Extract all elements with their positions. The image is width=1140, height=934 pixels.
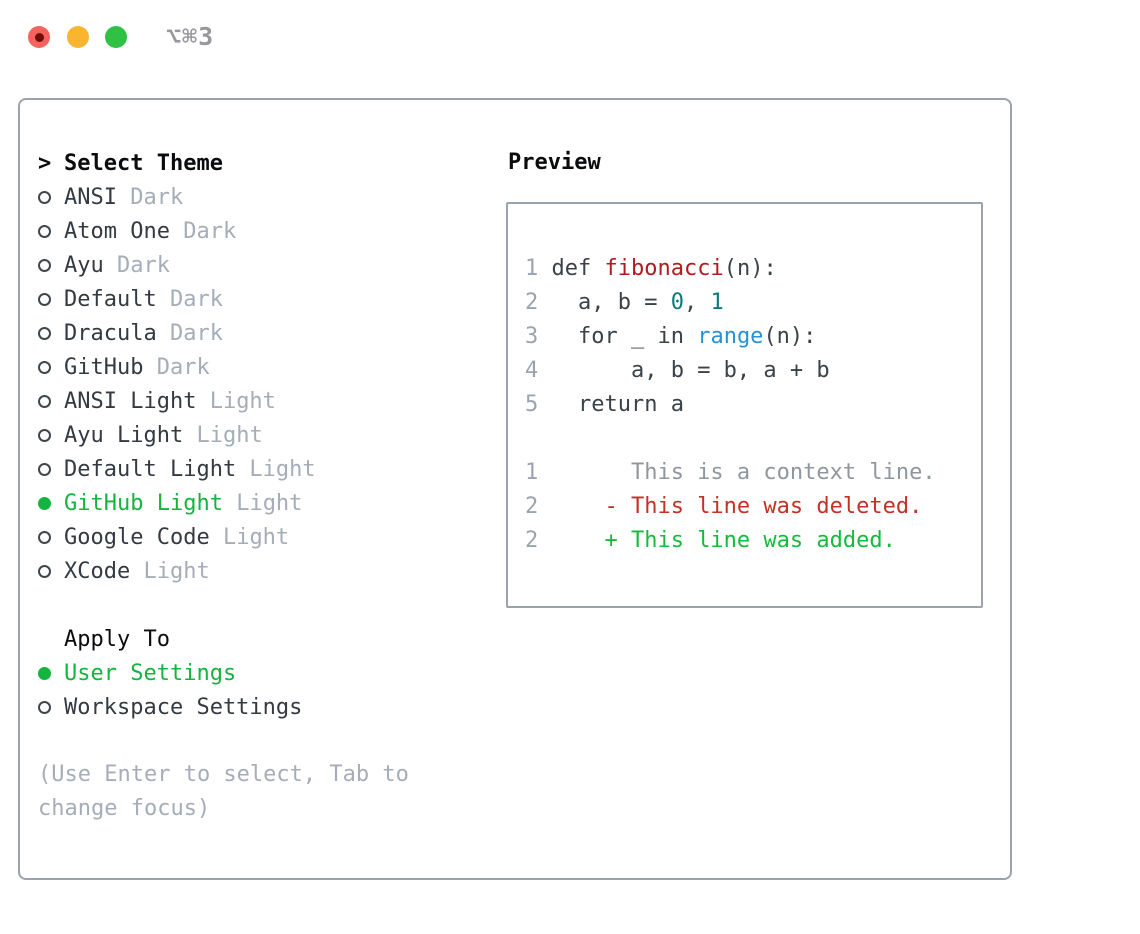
theme-name: ANSI	[64, 184, 117, 210]
radio-unselected-icon	[38, 462, 51, 476]
radio-unselected-icon	[38, 530, 51, 544]
apply-option-user-settings[interactable]: User Settings	[38, 656, 409, 690]
radio-selected-icon	[38, 496, 51, 510]
preview-column: Preview 1 def fibonacci(n): 2 a, b = 0, 1…	[498, 146, 983, 608]
theme-name: Atom One	[64, 218, 170, 244]
radio-unselected-icon	[38, 326, 51, 340]
theme-option-atom-one-dark[interactable]: Atom One Dark	[38, 214, 409, 248]
theme-option-default-dark[interactable]: Default Dark	[38, 282, 409, 316]
preview-box: 1 def fibonacci(n): 2 a, b = 0, 1 3 for _ …	[506, 202, 983, 608]
theme-name: ANSI Light	[64, 388, 197, 414]
apply-option-label: Workspace Settings	[64, 694, 303, 720]
titlebar: ⌥⌘3	[0, 0, 1140, 74]
theme-name: Ayu	[64, 252, 104, 278]
preview-line: 1 This is a context line.	[525, 460, 936, 485]
maximize-button[interactable]	[105, 26, 127, 48]
radio-unselected-icon	[38, 428, 51, 442]
theme-variant: Dark	[143, 354, 210, 380]
theme-option-xcode-light[interactable]: XCode Light	[38, 554, 409, 588]
spacer	[38, 724, 409, 758]
apply-list: User Settings Workspace Settings	[38, 656, 409, 724]
select-theme-title: Select Theme	[64, 150, 223, 176]
theme-name: Dracula	[64, 320, 157, 346]
theme-variant: Light	[209, 524, 290, 550]
theme-variant: Light	[196, 388, 276, 414]
radio-unselected-icon	[38, 190, 51, 204]
theme-variant: Dark	[169, 218, 237, 244]
theme-column: > Select Theme ANSI Dark Atom One Dark Ayu…	[38, 146, 409, 826]
preview-line: 4 a, b = b, a + b	[525, 358, 830, 383]
theme-name: Default Light	[64, 456, 237, 482]
theme-option-default-light-light[interactable]: Default Light Light	[38, 452, 409, 486]
theme-variant: Light	[183, 422, 263, 448]
theme-name: XCode	[64, 558, 131, 584]
theme-variant: Light	[130, 558, 210, 584]
theme-name: Ayu Light	[64, 422, 184, 448]
theme-variant: Light	[236, 456, 316, 482]
theme-variant: Light	[222, 490, 303, 516]
preview-title: Preview	[508, 150, 601, 175]
theme-option-google-code-light[interactable]: Google Code Light	[38, 520, 409, 554]
preview-line: 1 def fibonacci(n):	[525, 256, 777, 281]
keyboard-hint: (Use Enter to select, Tab to change focus…	[38, 758, 409, 826]
apply-to-header: Apply To	[38, 622, 409, 656]
minimize-button[interactable]	[67, 26, 89, 48]
theme-option-ayu-dark[interactable]: Ayu Dark	[38, 248, 409, 282]
radio-unselected-icon	[38, 394, 51, 408]
select-theme-header: > Select Theme	[38, 146, 409, 180]
theme-variant: Dark	[156, 320, 223, 346]
theme-variant: Dark	[103, 252, 170, 278]
preview-line: 2 a, b = 0, 1	[525, 290, 724, 315]
spacer	[38, 588, 409, 622]
preview-code: 1 def fibonacci(n): 2 a, b = 0, 1 3 for _ …	[525, 252, 981, 558]
theme-name: Default	[64, 286, 157, 312]
theme-name: GitHub Light	[64, 490, 223, 516]
radio-unselected-icon	[38, 258, 51, 272]
hint-line: change focus)	[38, 796, 211, 821]
theme-option-github-dark[interactable]: GitHub Dark	[38, 350, 409, 384]
theme-option-ayu-light-light[interactable]: Ayu Light Light	[38, 418, 409, 452]
preview-line: 5 return a	[525, 392, 684, 417]
theme-option-dracula-dark[interactable]: Dracula Dark	[38, 316, 409, 350]
window-title: ⌥⌘3	[166, 22, 215, 51]
prompt-caret-icon: >	[38, 150, 52, 176]
apply-option-label: User Settings	[64, 660, 237, 686]
radio-unselected-icon	[38, 360, 51, 374]
radio-selected-icon	[38, 666, 51, 680]
theme-variant: Dark	[156, 286, 223, 312]
theme-option-ansi-dark[interactable]: ANSI Dark	[38, 180, 409, 214]
theme-option-ansi-light-light[interactable]: ANSI Light Light	[38, 384, 409, 418]
close-button[interactable]	[28, 26, 50, 48]
theme-name: Google Code	[64, 524, 210, 550]
radio-unselected-icon	[38, 564, 51, 578]
close-dot-icon	[34, 32, 44, 42]
preview-line: 2 + This line was added.	[525, 528, 896, 553]
theme-option-github-light-light[interactable]: GitHub Light Light	[38, 486, 409, 520]
radio-unselected-icon	[38, 700, 51, 714]
preview-line: 2 - This line was deleted.	[525, 494, 923, 519]
preview-line: 3 for _ in range(n):	[525, 324, 817, 349]
apply-to-title: Apply To	[64, 626, 170, 652]
theme-list: ANSI Dark Atom One Dark Ayu Dark Default Da…	[38, 180, 409, 588]
preview-line	[525, 422, 981, 456]
radio-unselected-icon	[38, 292, 51, 306]
theme-selector-panel: > Select Theme ANSI Dark Atom One Dark Ayu…	[18, 98, 1012, 880]
theme-variant: Dark	[116, 184, 184, 210]
apply-option-workspace-settings[interactable]: Workspace Settings	[38, 690, 409, 724]
radio-unselected-icon	[38, 224, 51, 238]
hint-line: (Use Enter to select, Tab to	[38, 762, 409, 787]
theme-name: GitHub	[64, 354, 144, 380]
